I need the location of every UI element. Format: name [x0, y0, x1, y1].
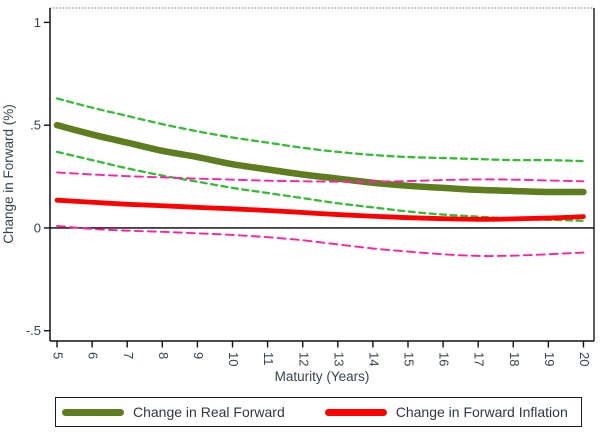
legend-line-sample-forward-inflation — [324, 408, 387, 416]
x-tick-label: 13 — [331, 352, 346, 366]
legend: Change in Real Forward Change in Forward… — [55, 397, 582, 427]
x-tick-label: 11 — [261, 352, 276, 366]
series-line-forward-inflation-ci-upper — [56, 171, 585, 183]
y-tick-label: 0 — [34, 220, 41, 235]
plot-frame — [49, 7, 595, 342]
series-line-real-forward-ci-upper — [55, 97, 585, 163]
y-tick-label: .5 — [30, 118, 41, 133]
x-tick-label: 19 — [542, 352, 557, 366]
y-tick-label: 1 — [34, 15, 41, 30]
x-tick-label: 6 — [86, 352, 101, 359]
x-ticks: 5 6 7 8 9 10 11 12 13 14 15 16 17 18 19 20 — [51, 341, 592, 366]
x-tick-label: 7 — [121, 352, 136, 359]
series-line-real-forward-ci-lower — [55, 150, 585, 222]
x-tick-label: 5 — [51, 352, 66, 359]
y-axis-title: Change in Forward (%) — [1, 104, 16, 244]
legend-label-forward-inflation: Change in Forward Inflation — [395, 404, 568, 420]
x-tick-label: 9 — [191, 352, 206, 359]
series-lines — [53, 97, 587, 257]
legend-item-forward-inflation: Change in Forward Inflation — [324, 404, 568, 420]
x-tick-label: 18 — [507, 352, 522, 366]
legend-label-real-forward: Change in Real Forward — [133, 404, 285, 420]
legend-line-sample-real-forward — [62, 408, 124, 416]
x-tick-label: 20 — [577, 352, 592, 366]
x-tick-label: 10 — [226, 352, 241, 366]
legend-item-real-forward: Change in Real Forward — [62, 404, 285, 420]
x-tick-label: 15 — [402, 352, 417, 366]
series-line-forward-inflation-ci-lower — [56, 224, 585, 257]
x-tick-label: 16 — [437, 352, 452, 366]
series-line-change-in-real-forward — [53, 121, 587, 196]
y-tick-label: -.5 — [26, 323, 41, 338]
x-tick-label: 17 — [472, 352, 487, 366]
y-ticks: 1 .5 0 -.5 — [26, 15, 50, 338]
series-line-change-in-forward-inflation — [54, 197, 586, 222]
x-tick-label: 14 — [366, 352, 381, 366]
x-tick-label: 8 — [156, 352, 171, 359]
x-tick-label: 12 — [296, 352, 311, 366]
x-axis-title: Maturity (Years) — [275, 369, 370, 384]
